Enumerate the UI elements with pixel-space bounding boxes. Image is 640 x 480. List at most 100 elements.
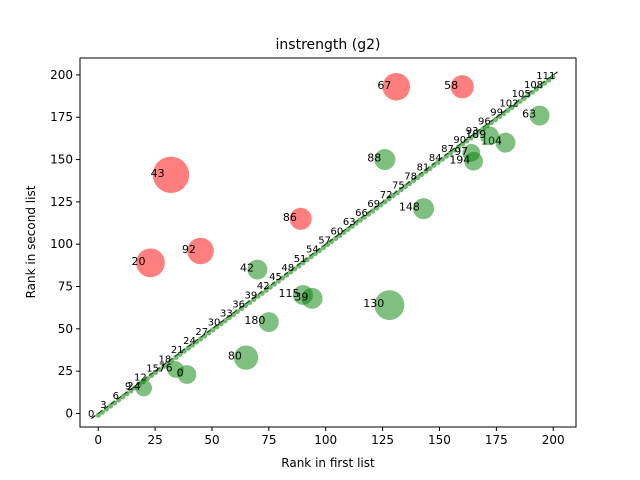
band-point-label: 0: [88, 409, 94, 420]
x-tick-label: 125: [371, 433, 394, 447]
y-tick-label: 200: [50, 68, 73, 82]
band-point: [496, 113, 503, 120]
band-point: [189, 342, 195, 348]
band-point: [210, 327, 216, 333]
band-point-label: 30: [208, 318, 221, 329]
point-below: [464, 151, 484, 171]
highlighted-points-layer: 6758438692206310418997194881484211539130…: [127, 72, 550, 397]
band-point: [173, 354, 179, 360]
point-label: 130: [363, 297, 384, 310]
band-point: [349, 223, 355, 229]
band-point: [431, 162, 437, 168]
point-label: 39: [294, 290, 308, 303]
band-point-label: 39: [245, 290, 258, 301]
band-point: [537, 83, 544, 89]
point-label: 189: [465, 128, 486, 141]
band-point: [296, 263, 302, 269]
point-below: [374, 149, 396, 171]
band-point: [361, 214, 368, 220]
band-point: [259, 290, 265, 296]
band-point: [304, 257, 310, 263]
band-point: [238, 305, 245, 312]
band-point: [345, 226, 351, 232]
band-point: [247, 299, 253, 306]
point-label: 20: [132, 255, 146, 268]
band-point: [533, 86, 540, 92]
band-point: [427, 165, 433, 171]
band-point: [509, 104, 515, 111]
point-below: [247, 259, 268, 280]
band-point: [492, 117, 499, 123]
band-point: [546, 77, 552, 83]
band-point: [124, 391, 130, 397]
band-point-label: 45: [269, 272, 282, 283]
band-point: [333, 235, 339, 242]
y-tick-label: 50: [58, 322, 73, 336]
band-point: [185, 345, 191, 351]
point-below: [177, 365, 197, 384]
band-point: [181, 348, 187, 354]
band-point: [357, 217, 363, 223]
y-tick-label: 100: [50, 237, 73, 251]
band-point: [394, 190, 400, 196]
y-tick-label: 175: [50, 110, 73, 124]
x-axis-label: Rank in first list: [281, 456, 375, 470]
y-tick-label: 150: [50, 153, 73, 167]
band-point: [324, 241, 331, 248]
band-point: [283, 272, 290, 278]
point-below: [258, 312, 279, 333]
band-point: [275, 278, 281, 284]
point-label: 63: [522, 108, 536, 121]
band-point: [337, 232, 343, 238]
band-point: [517, 98, 523, 104]
point-below: [529, 105, 550, 126]
diagonal-line: [91, 71, 559, 419]
point-above: [136, 248, 165, 278]
band-point: [243, 302, 249, 309]
chart-title: instrength (g2): [276, 37, 381, 53]
band-point: [161, 363, 167, 370]
band-point: [529, 89, 535, 95]
band-point-label: 12: [134, 373, 147, 384]
band-point-label: 48: [281, 263, 294, 274]
band-point: [312, 251, 318, 257]
band-point-label: 84: [429, 153, 442, 164]
band-point-label: 60: [331, 226, 344, 237]
band-point: [329, 238, 335, 245]
point-label: 42: [240, 262, 254, 275]
band-point: [320, 244, 327, 251]
band-point-label: 42: [257, 281, 270, 292]
band-point-label: 90: [453, 135, 466, 146]
band-point-label: 66: [355, 208, 368, 219]
band-point-label: 57: [318, 235, 331, 246]
point-label: 88: [367, 152, 381, 165]
band-point: [251, 296, 257, 302]
band-point: [230, 312, 236, 318]
band-point: [292, 266, 298, 272]
band-point: [410, 177, 417, 184]
x-tick-label: 100: [314, 433, 337, 447]
band-point: [423, 168, 429, 175]
band-point: [525, 92, 531, 98]
band-point: [341, 229, 347, 235]
band-point: [415, 174, 421, 181]
point-label: 180: [244, 314, 265, 327]
band-point: [279, 275, 286, 281]
band-point: [157, 366, 163, 373]
band-point: [152, 369, 159, 376]
band-point-label: 87: [441, 144, 454, 155]
band-point: [435, 159, 441, 165]
band-point: [386, 196, 392, 202]
point-above: [152, 156, 190, 193]
y-tick-label: 25: [58, 364, 73, 378]
band-point: [468, 135, 474, 141]
band-point: [234, 308, 241, 315]
plot-area: [79, 57, 577, 428]
band-point: [513, 101, 519, 107]
band-point-label: 51: [294, 254, 307, 265]
band-point: [95, 412, 101, 418]
band-point: [107, 403, 114, 409]
point-above: [382, 72, 411, 101]
band-point: [316, 248, 322, 254]
